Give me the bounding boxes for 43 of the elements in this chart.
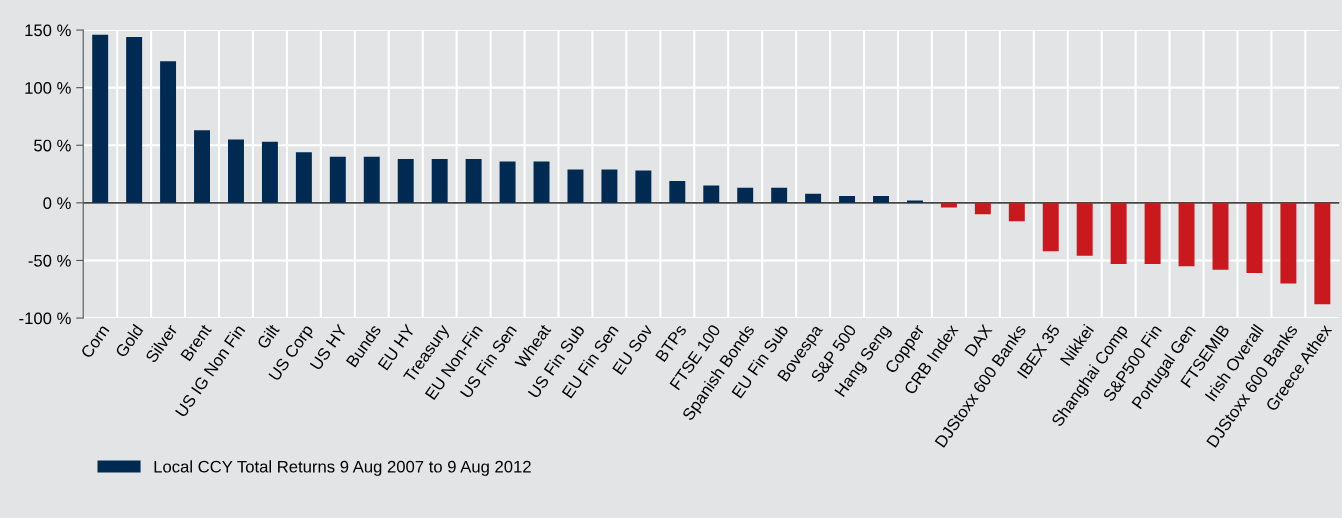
bar — [1246, 202, 1263, 274]
bar — [329, 156, 346, 203]
bar — [194, 130, 210, 203]
bar — [1042, 202, 1059, 252]
bar — [363, 156, 380, 203]
bar — [1212, 202, 1229, 270]
bar — [974, 202, 991, 215]
bar — [126, 36, 143, 203]
y-tick-label: -50 % — [28, 254, 71, 267]
bar — [669, 180, 686, 203]
bar — [1144, 202, 1161, 264]
bar — [567, 169, 584, 203]
bar — [92, 34, 109, 203]
bar — [1076, 202, 1093, 256]
bar — [601, 169, 618, 203]
y-tick-label: -100 % — [19, 312, 71, 325]
bar — [261, 141, 278, 203]
bar — [228, 139, 244, 203]
legend-label: Local CCY Total Returns 9 Aug 2007 to 9 Aug 2012 — [154, 460, 531, 476]
bar — [160, 61, 177, 203]
bar — [533, 161, 550, 203]
bar — [737, 187, 754, 203]
bar — [635, 170, 652, 203]
bar — [1110, 202, 1127, 264]
bar — [431, 159, 448, 203]
y-tick-label: 50 % — [34, 139, 71, 152]
y-tick-label: 150 % — [25, 24, 71, 37]
bar — [295, 152, 312, 203]
bar — [771, 187, 788, 203]
bar — [397, 159, 414, 203]
bar — [805, 193, 822, 203]
bar — [1280, 202, 1297, 284]
bar — [465, 159, 482, 203]
y-tick-label: 0 % — [43, 197, 71, 210]
y-tick-label: 100 % — [25, 82, 71, 94]
x-tick-label: Gilt — [256, 323, 280, 350]
bar — [873, 195, 889, 203]
bar — [1008, 202, 1025, 222]
bar — [499, 161, 516, 203]
bar — [703, 185, 720, 203]
bar — [1314, 202, 1331, 305]
bar — [839, 195, 856, 203]
bar — [1178, 202, 1195, 267]
